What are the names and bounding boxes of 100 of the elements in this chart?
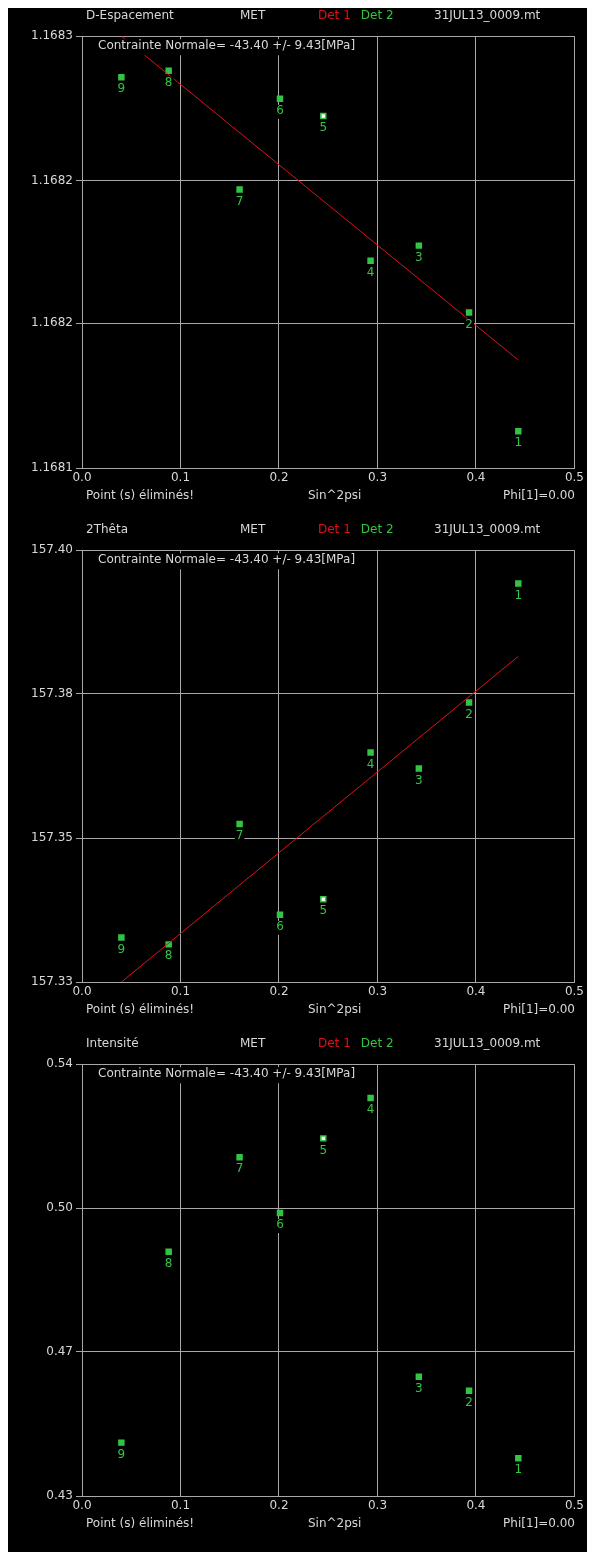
point [236,186,243,193]
point [367,749,374,756]
point [515,580,522,587]
x-tick-label: 0.0 [72,470,92,485]
annotation: 9 [117,941,126,956]
x-axis-title: Sin^2psi [308,1516,362,1530]
chart-title: 2Thêta [86,522,129,536]
point [367,1094,374,1102]
text: 31JUL13_0009.mt [434,8,541,22]
annotation: Contrainte Normale= -43.40 +/- 9.43[MPa] [98,1066,356,1081]
text: Phi[1]=0.00 [503,1516,575,1530]
text: Det 1 [318,8,351,22]
y-tick-label: 157.38 [31,686,73,701]
x-tick-label: 0.5 [564,1498,584,1513]
annotation: 6 [276,102,284,117]
annotation: 5 [319,120,328,135]
point [320,112,327,120]
point [367,257,374,264]
x-tick-label: 0.1 [170,1498,191,1513]
point [465,699,473,706]
annotation: 1 [514,435,523,450]
chart-subtitle: MET [240,522,266,536]
annotation: 5 [319,1142,328,1157]
y-tick-label: 0.43 [46,1488,73,1503]
annotation: 8 [164,74,173,89]
point [165,67,172,74]
text: 31JUL13_0009.mt [434,1036,541,1050]
x-tick-label: 0.3 [367,1498,388,1513]
annotation: 6 [276,918,284,933]
annotation: 4 [366,756,375,771]
text: Det 2 [360,1036,394,1050]
annotation: 8 [164,948,173,963]
text: Point (s) éliminés! [86,1002,195,1016]
x-tick-label: 0.0 [72,1498,92,1513]
annotation: 8 [164,1255,173,1270]
y-tick-label: 1.1681 [31,460,73,475]
x-tick-label: 0.4 [466,1498,486,1513]
text: Point (s) éliminés! [86,488,195,502]
annotation: 7 [235,193,244,208]
annotation: 2 [465,1394,473,1409]
y-tick-label: 157.35 [31,830,73,845]
point [276,95,284,103]
annotation: 5 [319,903,328,918]
annotation: 9 [117,81,126,96]
y-tick-label: 157.40 [31,542,73,557]
annotation: Contrainte Normale= -43.40 +/- 9.43[MPa] [98,38,356,53]
point [465,1387,473,1395]
annotation: 2 [465,316,473,331]
annotation: 7 [235,828,244,843]
annotation: 9 [117,1446,126,1461]
point [415,765,423,772]
x-tick-label: 0.0 [72,984,92,999]
point [236,820,243,828]
y-tick-label: 1.1683 [31,28,73,43]
text: Det 2 [360,522,394,536]
x-tick-label: 0.5 [564,984,584,999]
annotation: 1 [514,587,523,602]
point [276,911,284,918]
point [320,896,327,903]
x-tick-label: 0.3 [367,984,388,999]
point [276,1209,284,1217]
x-tick-label: 0.4 [466,470,486,485]
y-tick-label: 0.50 [46,1200,73,1215]
y-tick-label: 1.1682 [31,172,73,187]
point [415,242,423,249]
x-tick-label: 0.4 [466,984,486,999]
point [320,1135,327,1142]
annotation: 7 [235,1161,244,1176]
chart-subtitle: MET [240,1036,266,1050]
annotation: 4 [366,1102,375,1117]
point [515,1455,522,1462]
point [465,309,473,316]
legend-label: Det 1 [318,1036,351,1050]
x-axis-title: Sin^2psi [308,1002,362,1016]
text: Phi[1]=0.00 [503,488,575,502]
annotation: 3 [415,1380,423,1395]
x-tick-label: 0.1 [170,470,191,485]
y-tick-label: 0.54 [46,1056,73,1071]
x-tick-label: 0.5 [564,470,584,485]
annotation: 2 [465,706,473,721]
point [236,1154,243,1161]
x-tick-label: 0.2 [269,1498,289,1513]
x-axis-title: Sin^2psi [308,488,362,502]
y-tick-label: 0.47 [46,1344,73,1359]
annotation: 3 [415,772,423,787]
text: Phi[1]=0.00 [503,1002,575,1016]
annotation: 4 [366,264,375,279]
point [118,74,125,81]
chart-subtitle: MET [240,8,266,22]
point [165,1248,172,1256]
text: Point (s) éliminés! [86,1516,195,1530]
point [118,934,125,941]
point [118,1439,125,1446]
annotation: Contrainte Normale= -43.40 +/- 9.43[MPa] [98,552,356,567]
x-tick-label: 0.2 [269,470,289,485]
y-tick-label: 1.1682 [31,315,73,330]
text: 31JUL13_0009.mt [434,522,541,536]
point [515,428,522,435]
chart-title: D-Espacement [86,8,174,22]
x-tick-label: 0.3 [367,470,388,485]
